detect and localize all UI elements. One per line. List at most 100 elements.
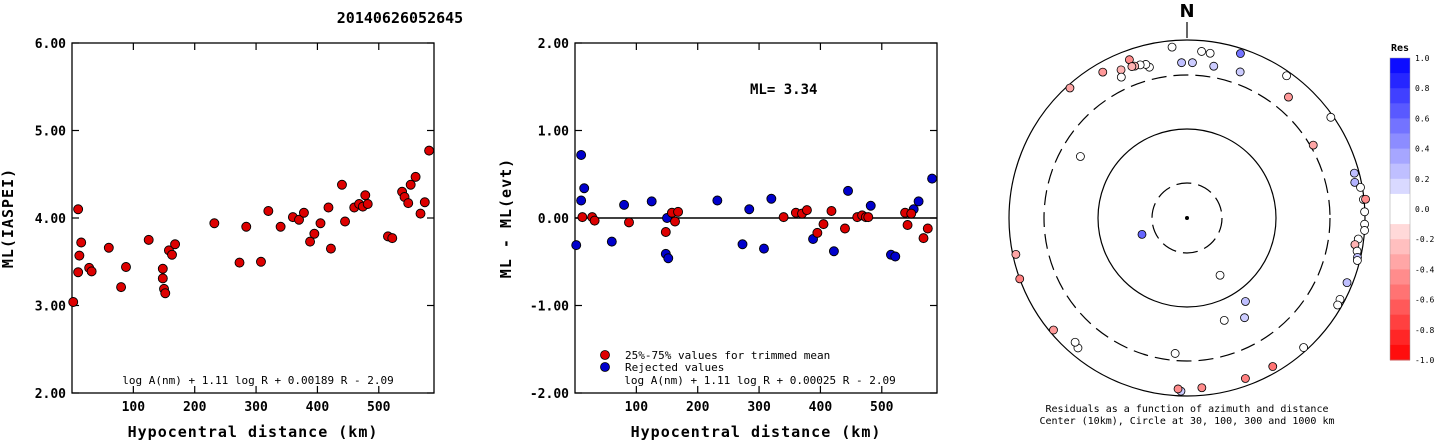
mid-y-tick-label: 0.00 xyxy=(538,212,569,227)
circle-1000km xyxy=(1008,39,1366,397)
rejected-point xyxy=(744,204,755,215)
accepted-point xyxy=(778,212,789,223)
accepted-point xyxy=(863,212,874,223)
station-residual-point xyxy=(1188,58,1197,68)
data-point xyxy=(403,198,414,209)
colorbar-tick-label: 0.0 xyxy=(1415,205,1430,214)
data-point xyxy=(325,243,336,254)
accepted-point xyxy=(660,227,671,237)
data-point xyxy=(337,179,347,190)
station-residual-point xyxy=(1342,278,1352,288)
station-residual-point xyxy=(1352,256,1362,265)
station-residual-point xyxy=(1076,152,1085,161)
circle-100km xyxy=(1097,128,1277,308)
mid-y-tick-label: 1.00 xyxy=(538,125,569,140)
polar-caption-1: Residuals as a function of azimuth and d… xyxy=(1046,404,1329,415)
mid-x-tick-label: 500 xyxy=(870,400,894,415)
station-residual-point xyxy=(1127,62,1137,71)
middle-data-points xyxy=(571,150,938,264)
data-point xyxy=(360,190,371,201)
station-residual-point xyxy=(1215,270,1225,280)
data-point xyxy=(73,204,84,215)
colorbar-swatch xyxy=(1390,73,1410,89)
left-x-tick-label: 100 xyxy=(122,400,146,415)
station-residual-point xyxy=(1116,65,1126,75)
data-point xyxy=(256,256,266,267)
station-residual-point xyxy=(1070,337,1080,347)
accepted-point xyxy=(840,223,850,234)
accepted-point xyxy=(577,212,588,223)
ml-iaspei-panel: 2.00 3.00 4.00 5.00 6.00 100 200 300 400 500 log… xyxy=(0,37,435,441)
station-residual-point xyxy=(1209,61,1219,71)
rejected-point xyxy=(759,243,769,254)
accepted-point xyxy=(801,205,812,216)
station-residual-point xyxy=(1333,300,1343,310)
data-point xyxy=(305,236,316,247)
accepted-point xyxy=(826,206,837,216)
colorbar-swatch xyxy=(1390,329,1410,346)
left-x-tick-label: 500 xyxy=(367,400,391,415)
data-point xyxy=(74,250,85,261)
epicenter-dot xyxy=(1185,216,1189,220)
accepted-point xyxy=(589,215,600,226)
accepted-point xyxy=(624,217,634,228)
data-point xyxy=(160,288,171,299)
data-point xyxy=(275,221,286,232)
colorbar-swatch xyxy=(1390,193,1410,210)
left-y-tick-label: 6.00 xyxy=(35,37,66,52)
colorbar-swatch xyxy=(1390,88,1410,104)
ml-residual-panel: -2.00 -1.00 0.00 1.00 2.00 100 200 300 400 500 M… xyxy=(497,37,938,441)
rejected-point xyxy=(571,240,582,251)
colorbar-tick-label: -1.0 xyxy=(1415,356,1434,365)
colorbar-tick-label: -0.8 xyxy=(1415,326,1434,335)
data-point xyxy=(73,267,84,278)
data-point xyxy=(68,297,79,307)
legend-rejected-marker xyxy=(600,362,610,372)
colorbar-title: Res xyxy=(1391,43,1409,54)
colorbar-tick-label: 0.2 xyxy=(1415,175,1430,184)
colorbar-swatch xyxy=(1390,254,1410,270)
station-residual-point xyxy=(1284,92,1293,102)
data-point xyxy=(419,197,430,208)
station-residual-point xyxy=(1360,207,1369,217)
colorbar-tick-label: 1.0 xyxy=(1415,54,1430,63)
accepted-point xyxy=(673,206,684,217)
station-residual-point xyxy=(1241,374,1250,383)
data-point xyxy=(362,199,373,209)
mid-x-tick-label: 100 xyxy=(625,400,649,415)
data-point xyxy=(309,228,320,239)
rejected-point xyxy=(766,193,777,204)
colorbar-swatch xyxy=(1390,148,1410,165)
circle-30km xyxy=(1151,182,1223,254)
rejected-point xyxy=(843,185,853,196)
rejected-point xyxy=(576,150,587,160)
station-residual-point xyxy=(1236,49,1245,58)
accepted-point xyxy=(906,208,917,219)
mid-y-tick-label: -1.00 xyxy=(530,300,569,315)
data-point xyxy=(298,207,309,218)
station-residual-point xyxy=(1173,384,1183,394)
rejected-point xyxy=(579,183,590,194)
residual-colorbar: Res 1.0 0.8 0.6 0.4 0.2 0.0 -0.2 -0.4 -0.6 -0.8 -1… xyxy=(1389,43,1434,365)
accepted-point xyxy=(922,223,933,234)
middle-formula: log A(nm) + 1.11 log R + 0.00025 R - 2.0… xyxy=(624,374,896,387)
station-residual-point xyxy=(1360,226,1369,235)
left-y-tick-label: 5.00 xyxy=(35,125,66,140)
station-residual-point xyxy=(1240,313,1249,323)
station-residual-point xyxy=(1049,325,1058,335)
left-x-tick-label: 300 xyxy=(244,400,268,415)
accepted-point xyxy=(902,220,913,230)
left-y-tick-label: 2.00 xyxy=(35,387,66,402)
accepted-point xyxy=(918,233,929,244)
data-point xyxy=(263,206,274,216)
ml-value-label: ML= 3.34 xyxy=(750,82,817,98)
colorbar-swatch xyxy=(1390,239,1410,255)
rejected-point xyxy=(576,195,587,206)
figure-title: 20140626052645 xyxy=(337,9,463,27)
data-point xyxy=(294,214,304,225)
station-residual-point xyxy=(1349,168,1359,178)
left-formula: log A(nm) + 1.11 log R + 0.00189 R - 2.0… xyxy=(122,374,394,387)
colorbar-swatch xyxy=(1390,224,1410,240)
colorbar-ticks: 1.0 0.8 0.6 0.4 0.2 0.0 -0.2 -0.4 -0.6 -0.8 -1.0 xyxy=(1415,54,1434,365)
colorbar-swatch xyxy=(1390,118,1410,134)
